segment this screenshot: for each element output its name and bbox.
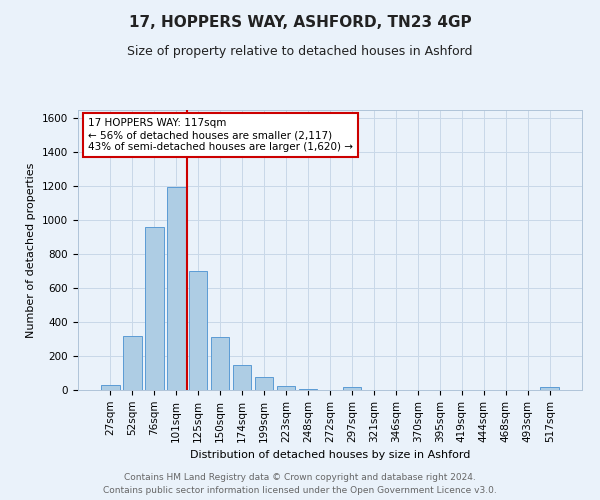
Bar: [541, 388, 559, 390]
Bar: [233, 364, 251, 390]
Text: 17 HOPPERS WAY: 117sqm
← 56% of detached houses are smaller (2,117)
43% of semi-: 17 HOPPERS WAY: 117sqm ← 56% of detached…: [88, 118, 353, 152]
Bar: [299, 389, 317, 390]
Text: Contains HM Land Registry data © Crown copyright and database right 2024.
Contai: Contains HM Land Registry data © Crown c…: [103, 473, 497, 495]
Y-axis label: Number of detached properties: Number of detached properties: [26, 162, 37, 338]
Bar: [145, 227, 164, 390]
Bar: [123, 336, 142, 390]
Bar: [343, 386, 361, 390]
Bar: [277, 386, 295, 390]
Bar: [101, 385, 119, 390]
Text: 17, HOPPERS WAY, ASHFORD, TN23 4GP: 17, HOPPERS WAY, ASHFORD, TN23 4GP: [128, 15, 472, 30]
Bar: [167, 187, 185, 390]
Text: Size of property relative to detached houses in Ashford: Size of property relative to detached ho…: [127, 45, 473, 58]
Bar: [189, 271, 208, 390]
Bar: [255, 378, 274, 390]
Bar: [211, 338, 229, 390]
X-axis label: Distribution of detached houses by size in Ashford: Distribution of detached houses by size …: [190, 450, 470, 460]
